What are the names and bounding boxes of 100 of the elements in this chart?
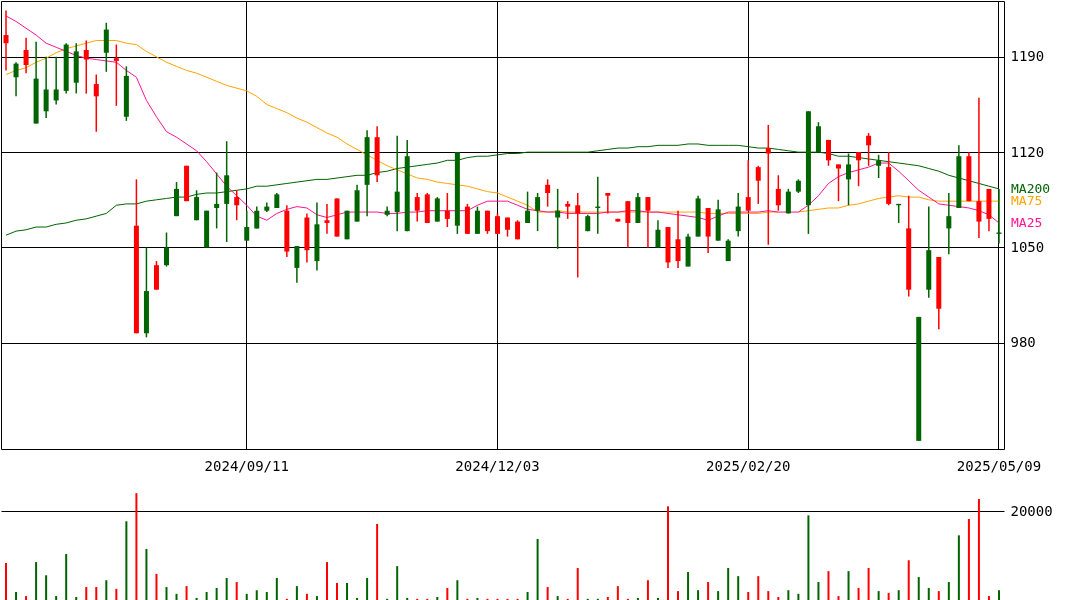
series-label: MA25 — [1010, 214, 1043, 230]
bar — [75, 597, 78, 600]
candlestick — [494, 212, 500, 235]
candlestick — [525, 190, 531, 224]
bar — [436, 597, 439, 600]
bar — [947, 582, 950, 600]
candlestick — [13, 61, 19, 98]
x-tick-label: 2025/02/20 — [706, 457, 791, 474]
bar — [295, 586, 298, 600]
bar — [576, 567, 579, 600]
y-tick-label: 1190 — [1010, 48, 1045, 65]
bar — [215, 587, 218, 600]
candlestick — [655, 219, 661, 249]
bar — [55, 596, 58, 600]
y-tick-label: 1050 — [1010, 238, 1045, 255]
bar — [997, 590, 1000, 600]
candlestick — [53, 56, 59, 106]
bar — [606, 597, 609, 600]
candlestick — [93, 73, 99, 133]
candlestick — [825, 139, 831, 167]
bar — [396, 566, 399, 600]
candlestick — [775, 174, 781, 212]
candlestick — [856, 151, 862, 187]
bar — [977, 499, 980, 600]
bar — [807, 515, 810, 600]
bar — [336, 582, 339, 600]
bar — [937, 591, 940, 600]
bar — [727, 567, 730, 600]
bar — [526, 592, 529, 600]
bar — [847, 571, 850, 600]
bar — [35, 562, 38, 600]
candlestick — [675, 209, 681, 269]
candlestick — [23, 37, 29, 74]
candlestick — [234, 189, 240, 221]
bar — [95, 587, 98, 600]
bar — [687, 572, 690, 600]
candlestick — [765, 124, 771, 246]
candlestick — [83, 39, 89, 95]
candlestick — [194, 189, 200, 221]
bar — [325, 562, 328, 600]
candlestick — [113, 43, 119, 107]
bar — [616, 586, 619, 600]
bar — [787, 590, 790, 600]
bar — [65, 553, 68, 600]
bar — [25, 596, 28, 600]
bar — [677, 591, 680, 600]
x-tick-label: 2024/09/11 — [204, 457, 289, 474]
bar — [135, 493, 138, 600]
bar — [5, 563, 8, 600]
candlestick — [745, 159, 751, 212]
candlestick — [575, 192, 581, 279]
bar — [927, 587, 930, 600]
bar — [275, 577, 278, 600]
bar — [957, 535, 960, 600]
bar — [366, 577, 369, 600]
bar — [245, 593, 248, 600]
bar — [827, 571, 830, 600]
bar — [185, 586, 188, 600]
bar — [767, 591, 770, 600]
bar — [125, 521, 128, 600]
candlestick — [876, 154, 882, 179]
series-label: MA200 — [1010, 180, 1051, 196]
bar — [476, 597, 479, 600]
bar — [737, 576, 740, 600]
bar — [917, 577, 920, 600]
bar — [406, 597, 409, 600]
candlestick — [535, 192, 541, 232]
bar — [315, 596, 318, 600]
candlestick — [846, 152, 852, 207]
candlestick — [755, 165, 761, 205]
bar — [305, 593, 308, 600]
candlestick — [625, 200, 631, 249]
bar — [446, 587, 449, 600]
bar — [175, 593, 178, 600]
candlestick — [244, 209, 250, 242]
bar — [155, 573, 158, 600]
bar — [456, 580, 459, 600]
candlestick — [946, 192, 952, 256]
bar — [867, 567, 870, 600]
candlestick — [3, 9, 9, 72]
bar — [356, 597, 359, 600]
y-tick-label: 20000 — [1010, 502, 1053, 519]
bar — [897, 590, 900, 600]
candlestick — [214, 171, 220, 230]
candlestick — [645, 196, 651, 249]
bar — [225, 577, 228, 600]
bar — [346, 582, 349, 600]
candlestick — [785, 188, 791, 215]
bar — [877, 591, 880, 600]
y-tick-label: 980 — [1010, 334, 1036, 351]
bar — [887, 592, 890, 600]
bar — [165, 587, 168, 600]
candlestick — [555, 188, 561, 250]
candlestick — [866, 132, 872, 167]
x-tick-label: 2025/05/09 — [956, 457, 1042, 474]
candlestick — [103, 22, 109, 73]
candlestick — [444, 192, 450, 228]
candlestick — [976, 96, 982, 239]
bar — [45, 575, 48, 600]
series-label: MA75 — [1010, 193, 1043, 209]
